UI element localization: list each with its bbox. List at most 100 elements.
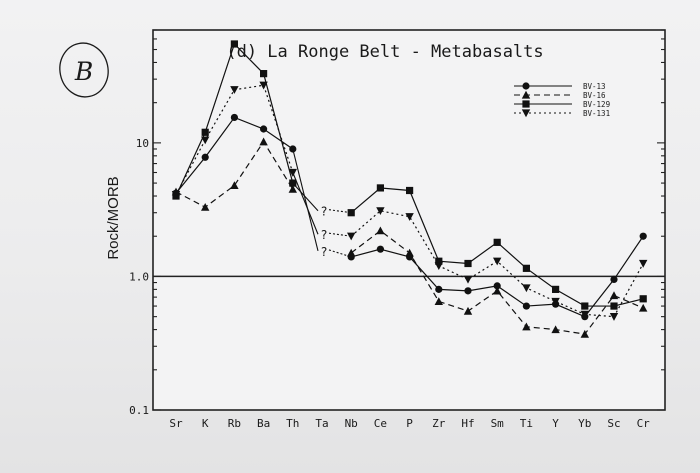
x-tick-label: Th: [286, 417, 299, 430]
data-point: [522, 322, 531, 331]
series-bv-16: [171, 137, 648, 338]
data-point: [609, 313, 619, 321]
x-tick-label: K: [202, 417, 209, 430]
data-point: [609, 291, 619, 300]
data-point: [376, 245, 384, 253]
data-point: [493, 238, 501, 246]
y-tick-label: 0.1: [129, 404, 149, 417]
uncertain-link: [292, 182, 319, 212]
data-point: [580, 310, 589, 319]
legend-label: BV-129: [583, 100, 610, 109]
question-mark-label: ?: [320, 245, 327, 259]
data-point: [230, 86, 239, 94]
data-point: [260, 70, 268, 78]
x-tick-label: Zr: [432, 417, 446, 430]
data-point: [201, 136, 210, 145]
x-tick-labels: Sr K Rb Ba Th Ta Nb Ce P Zr Hf Sm Ti Y Yb Sc Cr: [169, 417, 650, 430]
data-point: [522, 302, 531, 310]
data-point: [171, 190, 181, 199]
legend-marker: [521, 109, 531, 118]
data-point: [580, 329, 589, 338]
data-point: [201, 153, 209, 161]
uncertain-link: [292, 172, 319, 235]
data-point: [522, 284, 531, 293]
question-mark-layer: ???: [292, 148, 352, 259]
data-point: [405, 213, 414, 221]
data-point: [435, 285, 443, 293]
data-point: [201, 128, 209, 136]
data-point: [639, 295, 647, 303]
series-bv-131: [171, 81, 648, 321]
data-point: [260, 125, 268, 133]
data-point: [639, 259, 648, 268]
x-tick-label: Ba: [257, 417, 270, 430]
data-point: [259, 81, 268, 90]
data-point: [376, 184, 384, 192]
legend-marker: [521, 90, 531, 99]
x-tick-label: Y: [552, 417, 559, 430]
y-tick-labels: 0.1 1.0 10: [129, 137, 149, 417]
x-tick-label: Yb: [578, 417, 591, 430]
data-point: [552, 285, 560, 293]
data-point: [347, 232, 356, 241]
data-point: [230, 181, 239, 190]
question-mark-label: ?: [320, 228, 327, 242]
uncertain-link: [292, 148, 319, 252]
data-point: [347, 209, 355, 217]
x-tick-label: P: [406, 417, 413, 430]
data-point: [639, 232, 647, 240]
data-point: [406, 186, 414, 195]
legend-label: BV-16: [583, 91, 606, 100]
data-point: [376, 207, 385, 216]
data-point: [288, 184, 297, 193]
data-point: [434, 262, 443, 271]
data-point: [435, 257, 443, 265]
data-point: [464, 259, 472, 268]
data-point: [639, 303, 648, 312]
data-point: [493, 282, 501, 290]
data-point: [463, 275, 473, 284]
data-point: [230, 40, 238, 48]
plot-frame: [152, 29, 666, 411]
data-point: [259, 137, 268, 146]
series-line: [350, 210, 644, 318]
legend-marker: [522, 100, 530, 108]
y-tick-label: 10: [136, 137, 149, 150]
data-point: [289, 145, 297, 153]
data-point: [551, 297, 560, 306]
x-tick-label: Ce: [374, 417, 387, 430]
data-point: [201, 202, 210, 211]
x-tick-label: Rb: [228, 417, 241, 430]
x-tick-label: Ta: [315, 417, 328, 430]
x-tick-label: Sc: [607, 417, 620, 430]
data-point: [376, 226, 385, 235]
y-axis-label: Rock/MORB: [105, 176, 122, 259]
data-point: [522, 264, 530, 272]
x-tick-label: Sr: [169, 417, 183, 430]
data-point: [463, 306, 473, 315]
data-point: [347, 248, 356, 257]
data-point: [434, 297, 443, 306]
data-point: [493, 257, 502, 266]
data-point: [610, 302, 618, 310]
x-tick-label: Cr: [637, 417, 651, 430]
series-line: [175, 140, 294, 208]
data-point: [493, 286, 502, 295]
data-point: [610, 275, 618, 284]
data-point: [551, 325, 560, 334]
legend-label: BV-131: [583, 109, 610, 118]
y-tick-label: 1.0: [129, 270, 149, 283]
annotation-letter: B: [74, 57, 93, 86]
x-tick-label: Ti: [520, 417, 533, 430]
legend-label: BV-13: [583, 82, 606, 91]
question-mark-label: ?: [320, 205, 327, 219]
chart-title: (d) La Ronge Belt - Metabasalts: [226, 42, 543, 62]
data-point: [405, 248, 414, 257]
x-tick-label: Nb: [345, 417, 358, 430]
x-tick-label: Sm: [491, 417, 505, 430]
data-point: [464, 287, 472, 295]
data-point: [581, 302, 589, 310]
